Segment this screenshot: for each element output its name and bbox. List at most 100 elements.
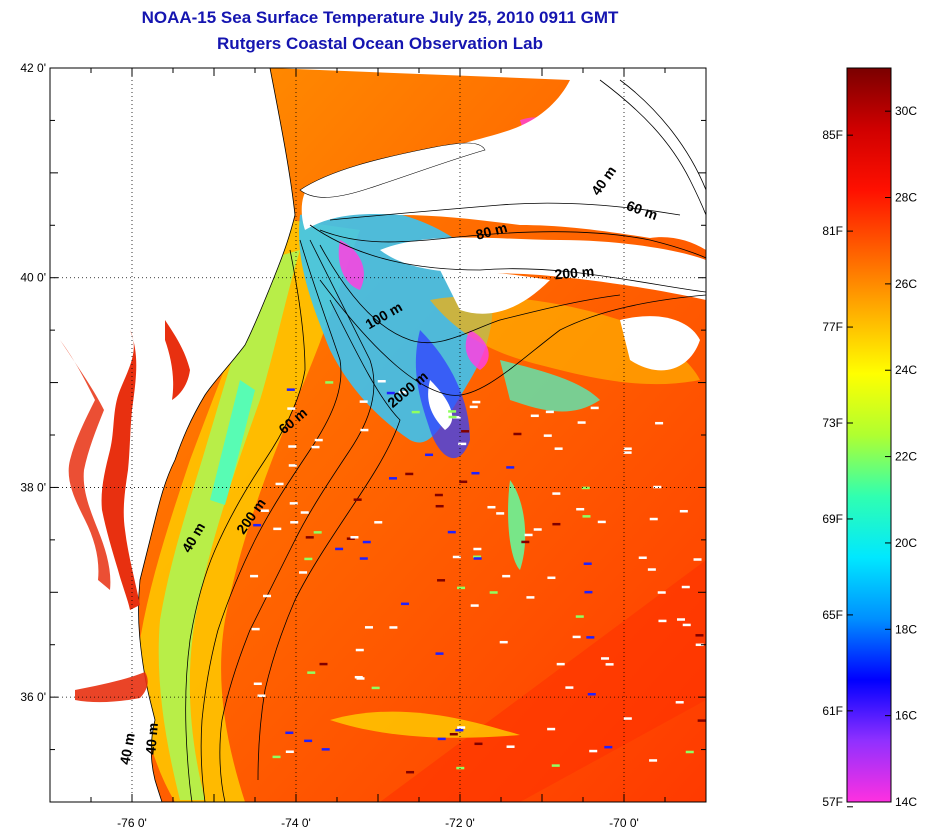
artifact-dash xyxy=(597,520,606,524)
artifact-dash xyxy=(288,464,297,467)
artifact-dash xyxy=(681,585,690,589)
artifact-dash xyxy=(285,750,294,753)
artifact-dash xyxy=(389,626,398,629)
artifact-dash xyxy=(506,745,515,748)
artifact-dash xyxy=(470,604,479,607)
artifact-dash xyxy=(655,421,664,425)
artifact-dash xyxy=(307,671,316,674)
artifact-dash xyxy=(425,453,434,457)
artifact-dash xyxy=(346,537,355,540)
lon-tick-label: -72 0' xyxy=(445,816,475,830)
artifact-dash xyxy=(582,515,591,518)
artifact-dash xyxy=(576,507,585,511)
artifact-dash xyxy=(437,737,446,741)
colorbar-celsius-labels: 30C 28C 26C 24C 22C 20C 18C 16C 14C xyxy=(895,104,917,809)
artifact-dash xyxy=(305,536,314,539)
artifact-dash xyxy=(253,682,262,686)
artifact-dash xyxy=(354,675,363,679)
artifact-dash xyxy=(584,590,593,594)
colorbar-label-f: 81F xyxy=(822,224,843,238)
artifact-dash xyxy=(273,527,282,531)
artifact-dash xyxy=(411,410,420,414)
artifact-dash xyxy=(676,618,685,621)
colorbar-fahrenheit-labels: 85F 81F 77F 73F 69F 65F 61F 57F xyxy=(822,128,843,809)
artifact-dash xyxy=(321,748,330,751)
artifact-dash xyxy=(458,442,467,446)
artifact-dash xyxy=(682,623,691,627)
artifact-dash xyxy=(581,486,590,490)
artifact-dash xyxy=(335,547,344,551)
shelf-cool-band xyxy=(158,250,300,800)
artifact-dash xyxy=(353,498,362,501)
artifact-dash xyxy=(554,447,563,450)
cool-patch-canyon xyxy=(415,330,470,459)
artifact-dash xyxy=(623,447,632,450)
artifact-dash xyxy=(506,466,515,469)
cloud-band-shelf-break xyxy=(380,237,706,300)
artifact-dash xyxy=(587,692,596,696)
artifact-dash xyxy=(472,400,481,404)
title-line-1: NOAA-15 Sea Surface Temperature July 25,… xyxy=(141,8,619,27)
contour-80m-north xyxy=(319,229,706,259)
artifact-dash xyxy=(314,438,323,442)
graticule xyxy=(50,68,706,802)
artifact-dash xyxy=(693,558,702,561)
contour-40m-gulf xyxy=(599,79,706,216)
artifact-dash xyxy=(362,540,371,544)
artifact-dash xyxy=(371,686,380,690)
artifact-dash xyxy=(448,410,457,413)
artifact-dash xyxy=(473,547,482,551)
lat-tick-label: 38 0' xyxy=(20,480,46,494)
artifact-dash xyxy=(653,485,662,489)
albemarle-sound xyxy=(75,672,148,703)
artifact-dash xyxy=(649,759,658,762)
artifact-dash xyxy=(263,594,272,598)
artifact-dash xyxy=(695,643,704,647)
contour-40m-south xyxy=(185,249,306,802)
artifact-dash xyxy=(389,477,398,480)
artifact-dash xyxy=(589,749,598,753)
artifact-dash xyxy=(253,523,262,527)
artifact-dash xyxy=(386,391,395,395)
artifact-dash xyxy=(487,505,496,509)
contour-label: 40 m xyxy=(116,732,137,766)
artifact-dash xyxy=(435,652,444,655)
artifact-dash xyxy=(437,579,446,582)
cloud-patch-3 xyxy=(428,380,453,430)
artifact-dash xyxy=(313,531,322,534)
lat-tick-label: 36 0' xyxy=(20,690,46,704)
artifact-dash xyxy=(586,636,595,639)
artifact-dash xyxy=(556,662,565,666)
lat-tick-label: 42 0' xyxy=(20,61,46,75)
colorbar-label-c: 20C xyxy=(895,536,917,550)
colorbar-label-c: 14C xyxy=(895,795,917,809)
cool-filament xyxy=(508,480,526,570)
artifact-dash xyxy=(304,739,313,743)
artifact-dash xyxy=(583,562,592,565)
artifact-dash xyxy=(435,504,444,508)
contour-60m-south xyxy=(200,239,342,802)
artifact-dash xyxy=(448,415,457,419)
artifact-dash xyxy=(473,557,482,560)
contour-200m-south xyxy=(219,239,375,802)
artifact-dash xyxy=(447,530,456,534)
artifact-dash xyxy=(364,626,373,629)
colorbar-label-f: 61F xyxy=(822,704,843,718)
artifact-dash xyxy=(452,416,461,419)
artifact-dash xyxy=(590,406,599,410)
artifact-dash xyxy=(311,445,320,449)
artifact-dash xyxy=(697,719,706,722)
artifact-dash xyxy=(649,517,658,521)
lat-tick-label: 40 0' xyxy=(20,271,46,285)
artifact-dash xyxy=(551,764,560,767)
artifact-dash xyxy=(524,533,533,537)
artifact-dash xyxy=(552,522,561,526)
artifact-dash xyxy=(359,400,368,403)
contour-label: 200 m xyxy=(554,263,595,282)
artifact-dash xyxy=(288,445,297,448)
colorbar-label-c: 22C xyxy=(895,450,917,464)
artifact-dash xyxy=(605,663,614,666)
artifact-dash xyxy=(304,557,313,561)
artifact-dash xyxy=(434,493,443,497)
